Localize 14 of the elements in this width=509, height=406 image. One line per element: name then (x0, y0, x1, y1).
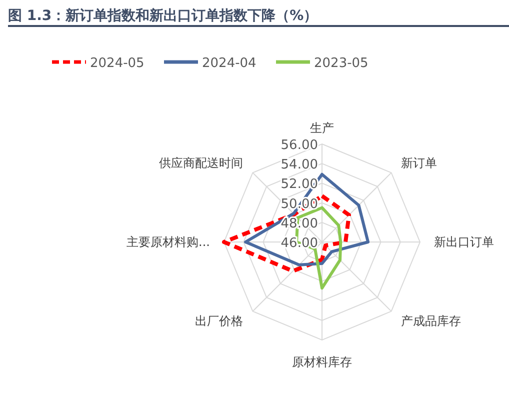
category: 供应商配送时间 (158, 156, 243, 170)
category: 出厂价格 (194, 314, 243, 328)
ytick: 54.00 (280, 158, 318, 173)
category: 新订单 (401, 156, 438, 170)
category: 主要原材料购... (126, 235, 210, 249)
legend: 2024-04 (202, 56, 256, 71)
category: 生产 (310, 121, 334, 135)
category: 产成品库存 (401, 314, 462, 328)
legend: 2023-05 (314, 56, 368, 71)
category: 原材料库存 (292, 355, 352, 369)
legend: 2024-05 (90, 56, 144, 71)
title: 图 1.3：新订单指数和新出口订单指数下降（%） (8, 8, 318, 24)
ytick: 56.00 (280, 138, 318, 153)
category: 新出口订单 (434, 235, 494, 249)
